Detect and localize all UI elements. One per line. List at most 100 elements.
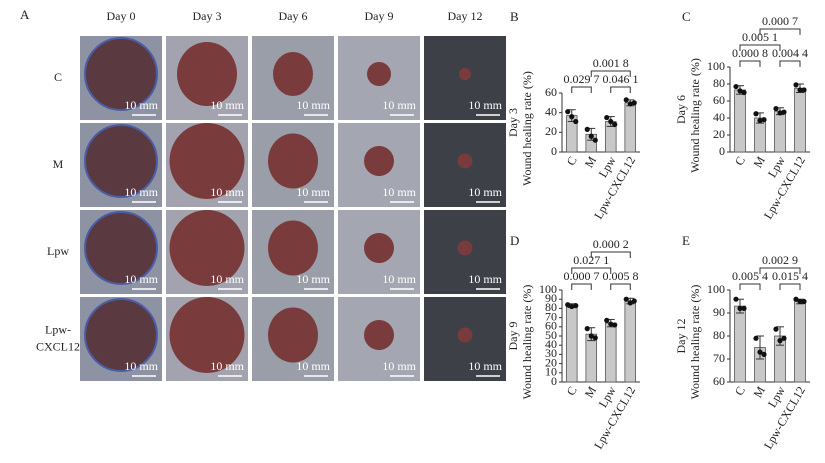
scale-bar-label: 10 mm: [468, 185, 502, 199]
bar: [585, 333, 598, 383]
wound: [177, 42, 237, 106]
x-tick-label: M: [582, 384, 600, 401]
p-value: 0.004 4: [772, 46, 808, 60]
comparison-bracket: [571, 267, 612, 274]
group-label: Day 3: [506, 108, 520, 137]
y-axis-label: Wound healing rate (%): [520, 285, 534, 400]
column-label: Day 6: [279, 9, 308, 23]
comparison-bracket: [590, 251, 631, 258]
scale-bar-label: 10 mm: [124, 359, 158, 373]
wound: [84, 37, 158, 111]
bar: [624, 300, 637, 383]
data-point: [569, 303, 575, 310]
scale-bar-label: 10 mm: [210, 185, 244, 199]
y-tick-label: 40: [545, 104, 557, 118]
y-tick-label: 100: [539, 282, 557, 296]
data-point: [604, 317, 610, 323]
data-point: [565, 302, 571, 308]
p-value: 0.015 4: [772, 269, 808, 283]
data-point: [733, 83, 739, 90]
y-axis-label: Wound healing rate (%): [688, 58, 702, 173]
p-value: 0.027 1: [573, 253, 609, 267]
data-point: [741, 305, 747, 311]
data-point: [588, 333, 594, 339]
data-point: [608, 321, 614, 327]
p-value: 0.001 8: [593, 56, 629, 70]
bar: [604, 322, 617, 383]
data-point: [623, 296, 629, 302]
data-point: [797, 298, 803, 305]
column-label: Day 3: [193, 9, 222, 23]
data-point: [623, 97, 629, 103]
data-point: [741, 89, 747, 96]
bar: [734, 89, 746, 153]
comparison-bracket: [779, 283, 801, 290]
x-tick-label: C: [732, 384, 748, 398]
row-label: Lpw: [47, 244, 69, 258]
data-point: [588, 133, 594, 139]
y-tick-label: 70: [545, 309, 557, 323]
comparison-bracket: [739, 283, 761, 290]
data-point: [631, 298, 637, 304]
scale-bar-label: 10 mm: [210, 359, 244, 373]
scale-bar-label: 10 mm: [382, 185, 416, 199]
comparison-bracket: [779, 60, 801, 67]
p-value: 0.000 7: [762, 14, 798, 28]
p-value: 0.000 2: [593, 237, 629, 251]
y-axis-label: Wound healing rate (%): [520, 71, 534, 186]
data-point: [612, 322, 618, 328]
comparison-bracket: [759, 28, 801, 35]
x-tick-label: C: [732, 154, 748, 168]
wound: [364, 233, 394, 263]
scale-bar-label: 10 mm: [468, 359, 502, 373]
comparison-bracket: [590, 70, 631, 77]
comparison-bracket: [759, 267, 801, 274]
scale-bar-label: 10 mm: [210, 272, 244, 286]
y-tick-label: 60: [713, 93, 725, 107]
y-tick-label: 0: [719, 144, 725, 158]
data-point: [612, 121, 618, 128]
data-point: [757, 349, 763, 355]
x-tick-label: C: [564, 154, 580, 168]
scale-bar-label: 10 mm: [382, 98, 416, 112]
wound: [459, 68, 471, 80]
wound: [457, 240, 473, 256]
data-point: [584, 126, 590, 132]
wound: [84, 298, 158, 372]
data-point: [569, 114, 575, 120]
data-point: [631, 100, 637, 106]
comparison-bracket: [610, 86, 631, 93]
y-tick-label: 90: [545, 291, 557, 305]
data-point: [777, 338, 783, 344]
scale-bar-label: 10 mm: [296, 272, 330, 286]
panel-label: B: [510, 9, 519, 24]
scale-bar-label: 10 mm: [210, 98, 244, 112]
y-tick-label: 30: [545, 346, 557, 360]
y-tick-label: 70: [713, 351, 725, 365]
wound: [367, 62, 391, 86]
y-tick-label: 40: [545, 337, 557, 351]
row-label: Lpw-: [45, 322, 71, 336]
data-point: [757, 117, 763, 124]
y-tick-label: 0: [551, 374, 557, 388]
data-point: [592, 137, 598, 143]
bar: [565, 305, 578, 383]
scale-bar-label: 10 mm: [382, 359, 416, 373]
wound: [84, 211, 158, 285]
scale-bar-label: 10 mm: [296, 98, 330, 112]
scale-bar-label: 10 mm: [124, 98, 158, 112]
wound: [457, 153, 473, 169]
panel-label: C: [682, 9, 691, 24]
panel-label: E: [682, 233, 690, 248]
data-point: [801, 87, 807, 93]
y-tick-label: 20: [713, 127, 725, 141]
data-point: [753, 335, 759, 341]
scale-bar-label: 10 mm: [124, 185, 158, 199]
y-tick-label: 80: [545, 300, 557, 314]
data-point: [573, 303, 579, 309]
panel-label: D: [510, 233, 519, 248]
bar: [794, 301, 806, 383]
data-point: [773, 106, 779, 112]
row-label: C: [54, 70, 62, 84]
